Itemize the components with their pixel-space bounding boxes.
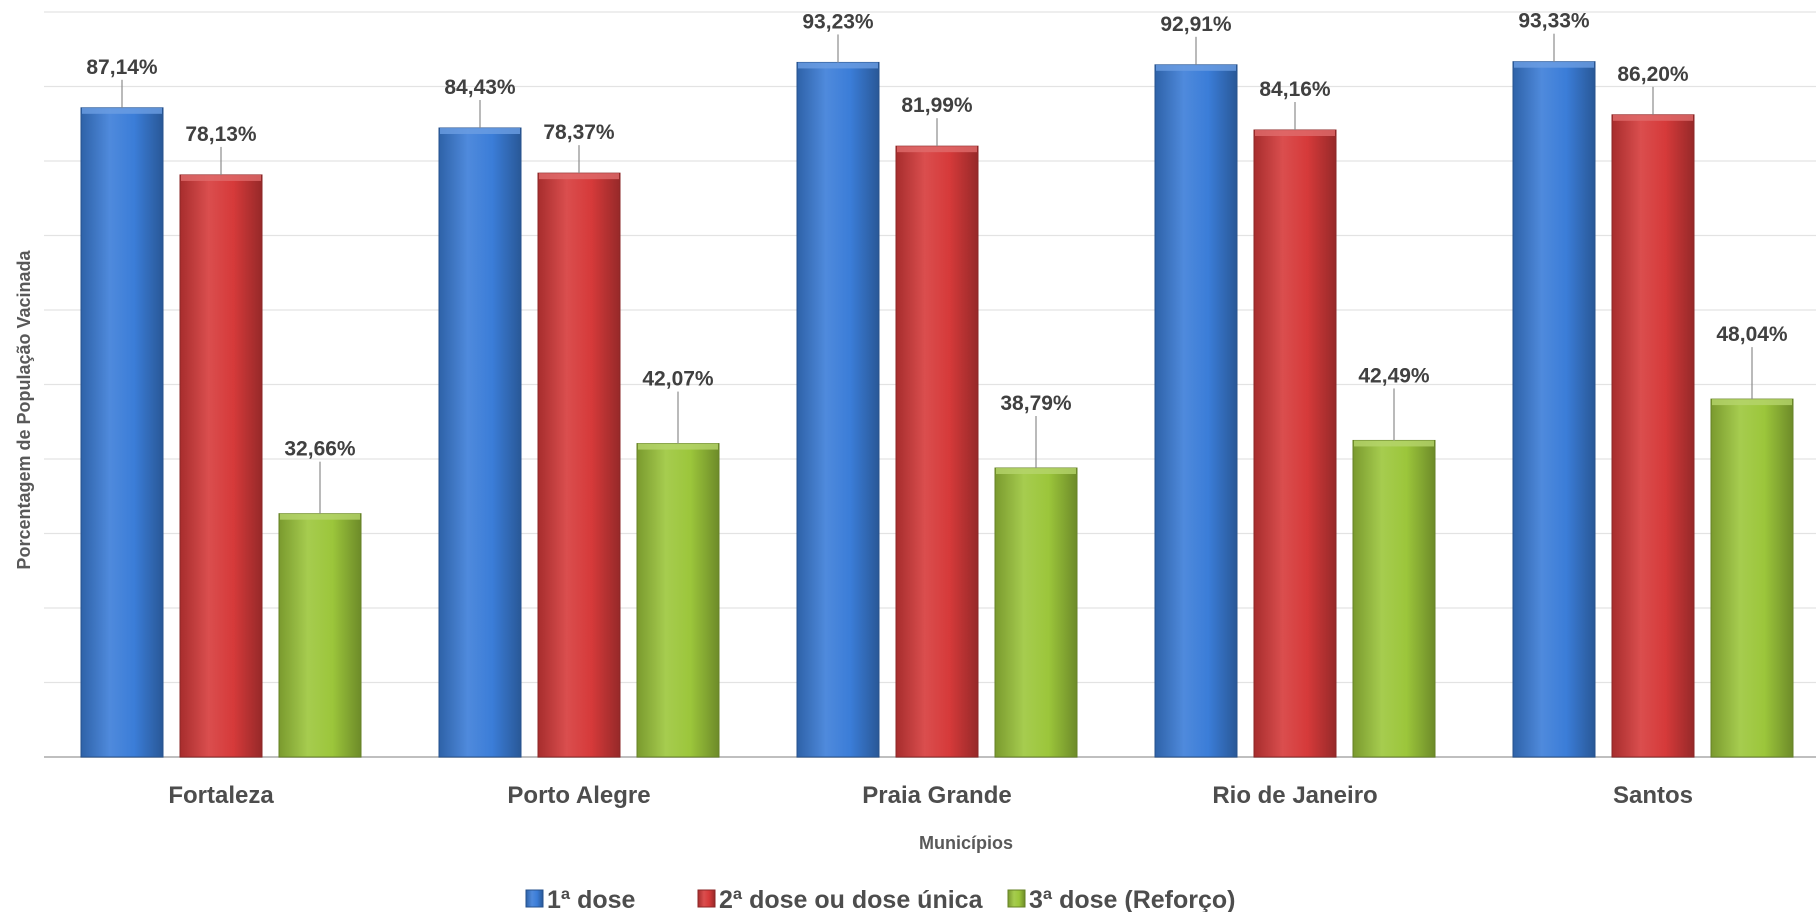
bar-top-highlight (440, 127, 520, 134)
bar-top-highlight (181, 174, 261, 181)
x-tick-label: Porto Alegre (507, 782, 650, 809)
bar-top-highlight (1354, 440, 1434, 447)
bar (438, 127, 522, 758)
data-label: 86,20% (1617, 63, 1689, 86)
bar (1512, 61, 1596, 758)
legend-swatch (525, 889, 544, 908)
legend-label: 2ª dose ou dose única (719, 886, 984, 912)
x-axis-title: Municípios (919, 833, 1013, 853)
data-label: 92,91% (1160, 13, 1232, 36)
bars (80, 61, 1794, 758)
bar (1611, 114, 1695, 758)
y-axis-title: Porcentagem de População Vacinada (14, 249, 34, 569)
data-label: 38,79% (1000, 392, 1072, 415)
data-label: 84,16% (1259, 78, 1331, 101)
bar (1253, 129, 1337, 758)
legend-label: 3ª dose (Reforço) (1029, 886, 1236, 912)
data-label: 81,99% (901, 94, 973, 117)
data-label: 87,14% (86, 56, 158, 79)
bar-top-highlight (539, 173, 619, 180)
data-label: 93,23% (802, 10, 874, 33)
bar (1154, 64, 1238, 758)
data-label: 78,37% (543, 121, 615, 144)
legend-label: 1ª dose (547, 886, 636, 912)
bar (278, 513, 362, 758)
data-label: 48,04% (1716, 323, 1788, 346)
bar (994, 467, 1078, 758)
data-label: 78,13% (185, 123, 257, 146)
x-tick-label: Rio de Janeiro (1212, 782, 1377, 809)
bar-top-highlight (280, 513, 360, 520)
bar (179, 174, 263, 758)
bar-top-highlight (1613, 114, 1693, 121)
bar-top-highlight (1255, 130, 1335, 137)
bar (796, 61, 880, 758)
data-label: 93,33% (1518, 10, 1590, 33)
data-label: 32,66% (284, 438, 356, 461)
legend-swatch (697, 889, 716, 908)
bar-top-highlight (897, 146, 977, 153)
bar-top-highlight (82, 107, 162, 114)
bar-top-highlight (638, 443, 718, 450)
bar (1710, 398, 1794, 758)
data-label: 84,43% (444, 76, 516, 99)
bar (895, 145, 979, 758)
bar (537, 172, 621, 758)
bar (1352, 439, 1436, 758)
data-label: 42,49% (1358, 364, 1430, 387)
x-tick-label: Fortaleza (168, 782, 274, 809)
bar-top-highlight (1156, 64, 1236, 71)
bar-top-highlight (1514, 61, 1594, 68)
bar-top-highlight (1712, 399, 1792, 406)
x-tick-labels: Fortaleza Porto Alegre Praia Grande Rio de … (168, 782, 1693, 809)
bar-top-highlight (798, 62, 878, 69)
bar (636, 443, 720, 758)
legend-swatch (1007, 889, 1026, 908)
data-labels: 87,14% 78,13% 32,66% 84,43% 78,37% 42,07% 93,2… (86, 10, 1788, 514)
x-tick-label: Santos (1613, 782, 1693, 809)
x-tick-label: Praia Grande (862, 782, 1011, 809)
data-label: 42,07% (642, 368, 714, 391)
bar-top-highlight (996, 468, 1076, 475)
legend: 1ª dose 2ª dose ou dose única 3ª dose (Ref… (525, 886, 1236, 912)
bar (80, 107, 164, 758)
